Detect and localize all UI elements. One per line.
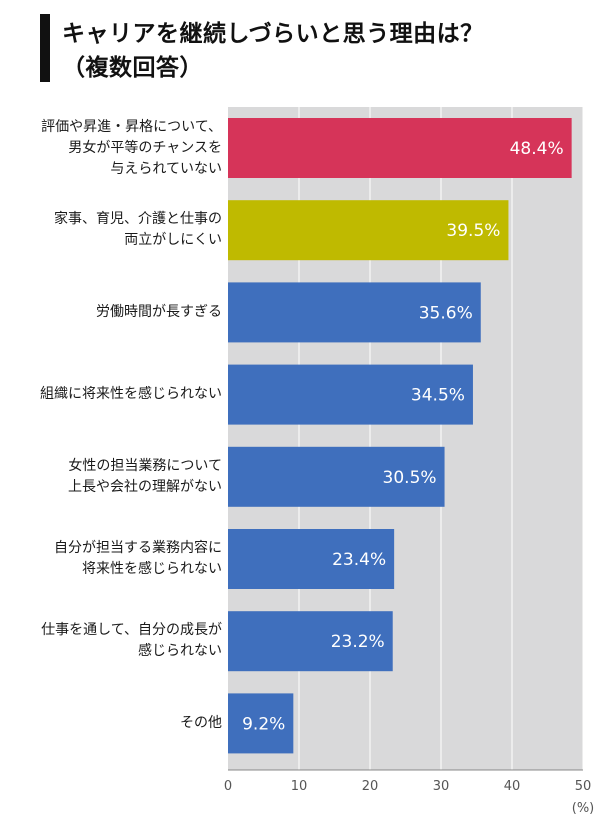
bar: [228, 364, 473, 425]
bar: [228, 118, 572, 178]
chart-title: キャリアを継続しづらいと思う理由は？: [62, 21, 484, 47]
category-label: 家事、育児、介護と仕事の 両立がしにくい: [54, 211, 222, 249]
x-axis-unit-label: (%): [572, 801, 595, 816]
bar: [228, 282, 481, 343]
title-accent-bar: [40, 14, 50, 82]
x-tick-label: 0: [224, 779, 232, 794]
category-label: 評価や昇進・昇格について、 男女が平等のチャンスを 与えられていない: [41, 118, 222, 177]
category-label: 組織に将来性を感じられない: [40, 386, 222, 403]
x-tick-label: 20: [362, 779, 379, 794]
bar: [228, 446, 445, 507]
chart-subtitle: （複数回答）: [62, 55, 203, 81]
bar: [228, 611, 393, 672]
category-label: 自分が担当する業務内容に 将来性を感じられない: [54, 540, 222, 577]
bar: [228, 693, 294, 754]
x-tick-label: 50: [575, 779, 592, 794]
bar-value-label: 23.2%: [331, 632, 385, 652]
bar-value-label: 39.5%: [446, 221, 500, 241]
bar-value-label: 34.5%: [411, 386, 465, 406]
bar-value-label: 48.4%: [510, 139, 564, 159]
bar-value-label: 9.2%: [242, 714, 285, 734]
x-tick-label: 30: [433, 779, 450, 794]
bar-value-label: 23.4%: [332, 550, 386, 570]
category-label: 労働時間が長すぎる: [96, 303, 222, 320]
x-tick-label: 40: [504, 779, 521, 794]
bar: [228, 529, 395, 589]
category-label: 女性の担当業務について 上長や会社の理解がない: [68, 457, 222, 495]
bar-value-label: 35.6%: [419, 303, 473, 323]
category-label: 仕事を通して、自分の成長が 感じられない: [41, 622, 222, 660]
x-tick-label: 10: [291, 779, 308, 794]
bar: [228, 200, 509, 261]
category-label: その他: [180, 714, 222, 731]
bar-value-label: 30.5%: [383, 468, 437, 488]
